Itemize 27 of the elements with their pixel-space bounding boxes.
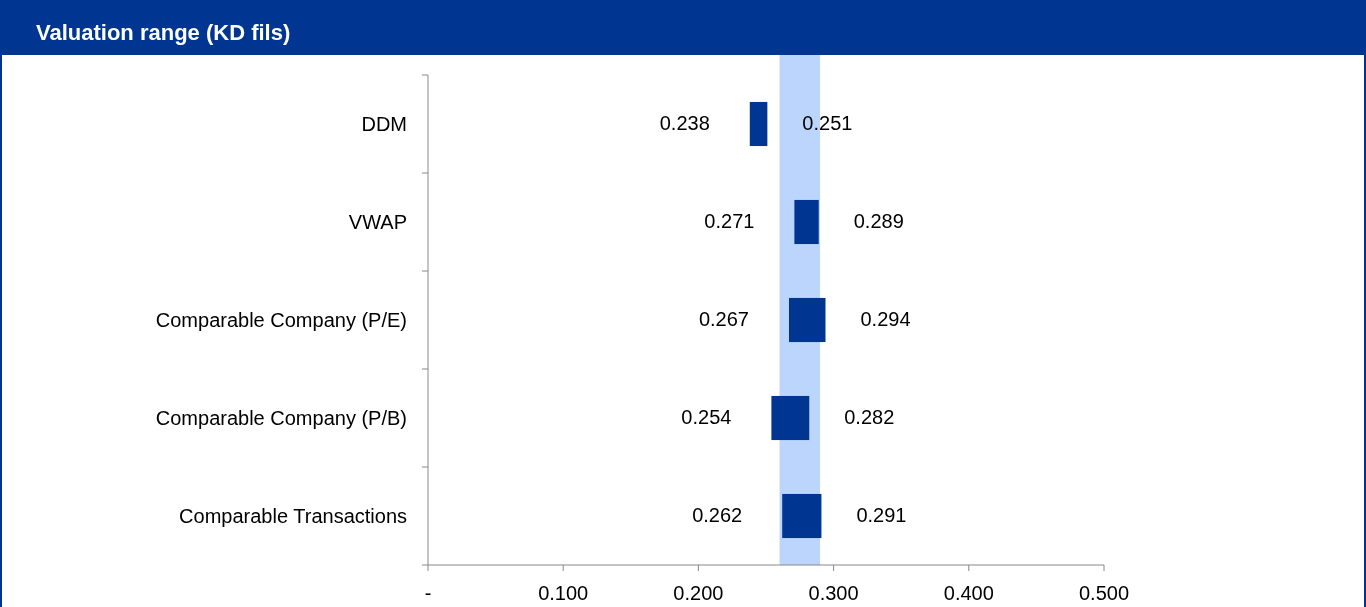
annotation: 0.267 xyxy=(698,308,749,330)
bar xyxy=(782,493,822,539)
annotation: 0.294 xyxy=(860,308,911,330)
bar xyxy=(749,101,768,147)
text: Valuation range (KD fils) xyxy=(36,20,291,45)
annotation: 0.254 xyxy=(681,406,732,428)
bar xyxy=(771,395,810,441)
y-tick-label: Comparable Transactions xyxy=(179,505,407,527)
annotation: 0.238 xyxy=(659,112,710,134)
annotation: 0.251 xyxy=(802,112,853,134)
annotation: 0.291 xyxy=(856,504,907,526)
annotation: 0.262 xyxy=(692,504,743,526)
x-tick-label: 0.300 xyxy=(808,582,859,604)
y-tick-label: Comparable Company (P/B) xyxy=(155,407,407,429)
x-tick-label: 0.100 xyxy=(538,582,589,604)
y-tick-label: Comparable Company (P/E) xyxy=(155,309,407,331)
annotation: 0.289 xyxy=(853,210,904,232)
annotation: 0.271 xyxy=(704,210,755,232)
bar xyxy=(794,199,819,245)
y-tick-label: VWAP xyxy=(348,211,407,233)
y-tick-label: DDM xyxy=(361,113,407,135)
x-tick-label: 0.500 xyxy=(1078,582,1130,604)
x-tick-label: - xyxy=(424,582,432,604)
x-tick-label: 0.400 xyxy=(943,582,994,604)
x-tick-label: 0.200 xyxy=(673,582,724,604)
annotation: 0.282 xyxy=(844,406,895,428)
bar xyxy=(788,297,826,343)
